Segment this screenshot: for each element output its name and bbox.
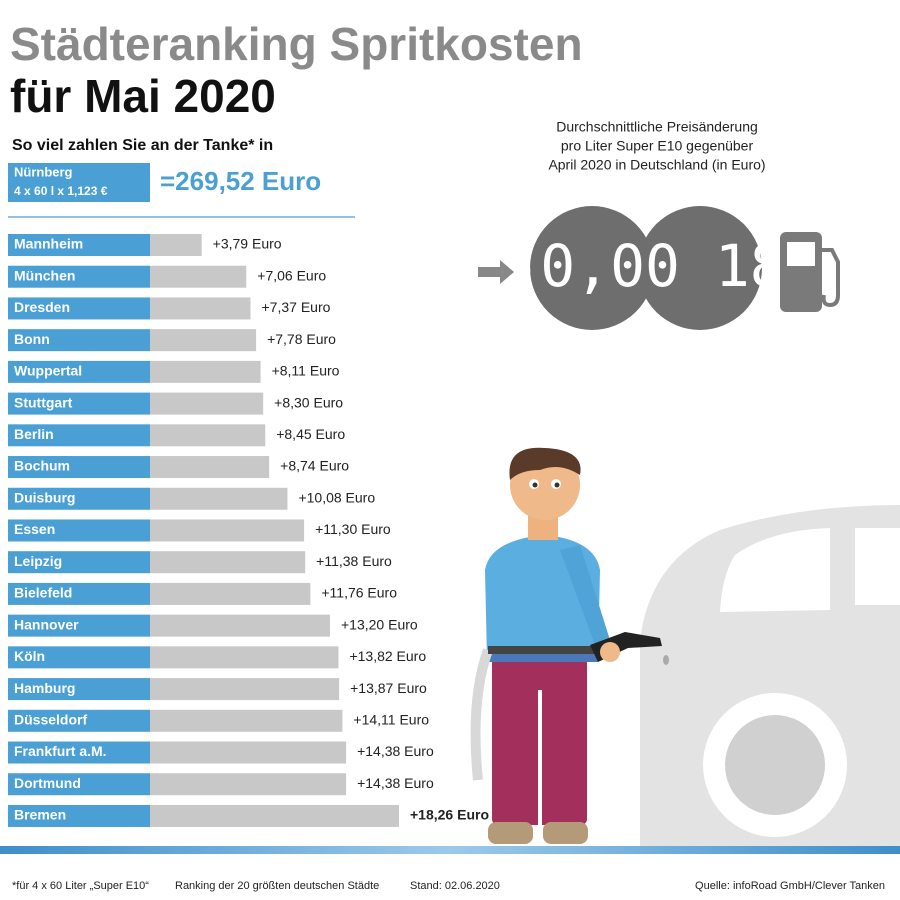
category-label: Essen xyxy=(14,521,55,537)
category-label: Düsseldorf xyxy=(14,712,87,728)
category-label: Leipzig xyxy=(14,553,62,569)
category-label: Bremen xyxy=(14,807,66,823)
bar xyxy=(150,646,339,669)
value-label: +3,79 Euro xyxy=(213,236,282,252)
display-circle xyxy=(638,206,762,330)
person-illustration xyxy=(470,447,669,844)
category-label: Duisburg xyxy=(14,489,75,505)
bar xyxy=(150,392,264,415)
category-box xyxy=(8,265,150,288)
footer-date: Stand: 02.06.2020 xyxy=(410,880,500,892)
reference-formula: 4 x 60 l x 1,123 € xyxy=(14,184,108,198)
category-box xyxy=(8,741,150,764)
bar xyxy=(150,582,311,605)
value-label: +13,20 Euro xyxy=(341,616,418,632)
value-label: +11,76 Euro xyxy=(321,585,397,601)
value-label: +13,82 Euro xyxy=(349,648,426,664)
bar xyxy=(150,265,247,288)
bar xyxy=(150,678,340,701)
category-box xyxy=(8,646,150,669)
category-box xyxy=(8,456,150,479)
value-label: +7,78 Euro xyxy=(267,331,336,347)
bar xyxy=(150,773,347,796)
reference-city: Nürnberg xyxy=(14,164,73,179)
category-label: Mannheim xyxy=(14,236,83,252)
bar xyxy=(150,614,330,637)
bar xyxy=(150,709,343,732)
category-box xyxy=(8,614,150,637)
category-box xyxy=(8,551,150,574)
category-box xyxy=(8,424,150,447)
category-box xyxy=(8,804,150,827)
bar xyxy=(150,360,261,383)
display-value: -0,00 18 xyxy=(505,232,784,300)
category-box xyxy=(8,773,150,796)
bar xyxy=(150,456,270,479)
bottom-strip xyxy=(0,846,900,854)
category-box xyxy=(8,392,150,415)
category-label: Frankfurt a.M. xyxy=(14,743,107,759)
category-label: Hamburg xyxy=(14,680,75,696)
value-label: +14,38 Euro xyxy=(357,743,434,759)
value-label: +8,30 Euro xyxy=(274,394,343,410)
category-box xyxy=(8,519,150,542)
reference-total: =269,52 Euro xyxy=(160,166,321,196)
value-label: +8,11 Euro xyxy=(272,363,340,379)
value-label: +11,30 Euro xyxy=(315,521,391,537)
reference-box xyxy=(8,163,150,202)
category-label: Bonn xyxy=(14,331,50,347)
subtitle: für Mai 2020 xyxy=(10,70,276,122)
title: Städteranking Spritkosten xyxy=(10,18,583,70)
category-box xyxy=(8,329,150,352)
bar xyxy=(150,519,305,542)
category-label: Dortmund xyxy=(14,775,81,791)
category-label: Stuttgart xyxy=(14,394,73,410)
bar xyxy=(150,329,257,352)
value-label: +13,87 Euro xyxy=(350,680,427,696)
bar xyxy=(150,424,266,447)
value-label: +7,06 Euro xyxy=(257,267,326,283)
category-label: Köln xyxy=(14,648,45,664)
prompt: So viel zahlen Sie an der Tanke* in xyxy=(12,137,273,154)
caption: pro Liter Super E10 gegenüber xyxy=(561,138,754,154)
footer-note: *für 4 x 60 Liter „Super E10“ xyxy=(12,880,149,892)
footer-source: Quelle: infoRoad GmbH/Clever Tanken xyxy=(695,880,885,892)
bar xyxy=(150,804,399,827)
arrow xyxy=(478,260,514,284)
category-label: Berlin xyxy=(14,426,54,442)
category-box xyxy=(8,582,150,605)
value-label: +10,08 Euro xyxy=(298,489,375,505)
fuel-pump-icon xyxy=(780,232,840,312)
bar xyxy=(150,297,251,320)
caption: April 2020 in Deutschland (in Euro) xyxy=(548,157,765,173)
category-label: Bochum xyxy=(14,458,70,474)
value-label: +14,38 Euro xyxy=(357,775,434,791)
value-label: +8,45 Euro xyxy=(276,426,345,442)
category-label: Hannover xyxy=(14,616,79,632)
footer-ranking: Ranking der 20 größten deutschen Städte xyxy=(175,880,379,892)
bar xyxy=(150,487,288,510)
bar xyxy=(150,741,347,764)
category-label: Wuppertal xyxy=(14,363,82,379)
value-label: +11,38 Euro xyxy=(316,553,392,569)
display-circle xyxy=(530,206,654,330)
category-label: Dresden xyxy=(14,299,70,315)
caption: Durchschnittliche Preisänderung xyxy=(556,119,758,135)
value-label: +8,74 Euro xyxy=(280,458,349,474)
category-box xyxy=(8,360,150,383)
value-label: +7,37 Euro xyxy=(262,299,331,315)
category-box xyxy=(8,678,150,701)
category-box xyxy=(8,487,150,510)
bar xyxy=(150,234,202,256)
category-label: Bielefeld xyxy=(14,585,72,601)
category-box xyxy=(8,709,150,732)
category-box xyxy=(8,234,150,256)
value-label: +14,11 Euro xyxy=(353,712,429,728)
value-label: +18,26 Euro xyxy=(410,807,489,823)
category-label: München xyxy=(14,267,75,283)
bar xyxy=(150,551,306,574)
car-illustration xyxy=(640,505,900,850)
category-box xyxy=(8,297,150,320)
